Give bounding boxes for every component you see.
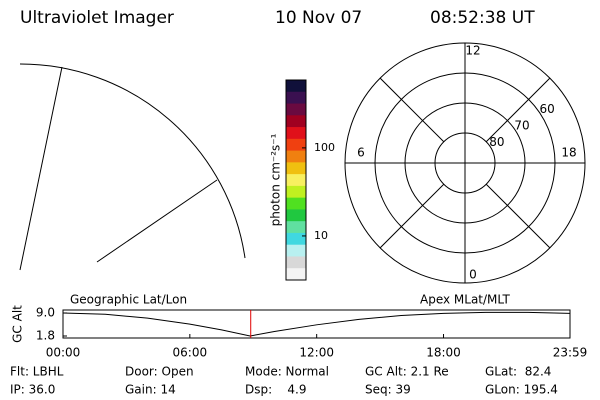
colorbar-cell: [286, 197, 306, 210]
lat-label: 80: [489, 135, 504, 149]
colorbar-cell: [286, 232, 306, 246]
x-tick-label: 18:00: [426, 346, 461, 360]
colorbar-cell: [286, 209, 306, 222]
image-grid-line: [96, 179, 218, 263]
mlt-label: 12: [465, 44, 480, 58]
colorbar-tick-label: 10: [314, 229, 328, 242]
mlt-label: 18: [561, 146, 576, 160]
status-field: Door: Open: [125, 365, 194, 379]
status-field: Seq: 39: [365, 383, 411, 397]
x-tick-label: 06:00: [173, 346, 208, 360]
mlt-label: 6: [357, 146, 365, 160]
colorbar-cell: [286, 185, 306, 199]
colorbar-cell: [286, 103, 306, 116]
x-tick-label: 23:59: [553, 346, 588, 360]
status-field: GC Alt: 2.1 Re: [365, 365, 449, 379]
diag-line: [379, 77, 445, 143]
lat-label: 60: [540, 102, 555, 116]
y-tick-label: 9.0: [36, 306, 55, 320]
colorbar-cell: [286, 162, 306, 175]
status-field: Dsp: 4.9: [245, 383, 307, 397]
colorbar-cell: [286, 127, 306, 140]
colorbar-tick-label: 100: [314, 141, 335, 154]
status-field: Flt: LBHL: [10, 365, 64, 379]
diag-line: [485, 77, 551, 143]
status-field: GLat: 82.4: [485, 365, 551, 379]
y-tick-label: 1.8: [36, 328, 55, 342]
colorbar-frame: [285, 79, 307, 281]
x-tick-label: 00:00: [46, 346, 81, 360]
status-field: Mode: Normal: [245, 365, 329, 379]
time: 08:52:38 UT: [430, 8, 535, 28]
mlt-label: 0: [469, 268, 477, 282]
note: Apex MLat/MLT: [420, 293, 510, 307]
image-grid-line: [19, 66, 63, 271]
colorbar-cell: [286, 91, 306, 105]
colorbar-cell: [286, 150, 306, 163]
colorbar-cell: [286, 174, 306, 187]
diag-line: [485, 183, 551, 249]
y-axis-label: GC Alt: [11, 305, 25, 343]
colorbar-cell: [286, 80, 306, 93]
status-field: Gain: 14: [125, 383, 176, 397]
title: Ultraviolet Imager: [20, 8, 174, 28]
colorbar-cell: [286, 244, 306, 257]
note: Geographic Lat/Lon: [70, 293, 187, 307]
status-field: GLon: 195.4: [485, 383, 558, 397]
date: 10 Nov 07: [275, 8, 362, 28]
altitude-line: [62, 311, 570, 337]
colorbar-cell: [286, 115, 306, 128]
image-edge: [19, 63, 246, 259]
colorbar-cell: [286, 138, 306, 152]
diag-line: [379, 183, 445, 249]
x-tick-label: 12:00: [299, 346, 334, 360]
plot-frame: [62, 309, 571, 339]
colorbar-cell: [286, 221, 306, 234]
colorbar-cell: [286, 268, 306, 281]
status-field: IP: 36.0: [10, 383, 55, 397]
colorbar-label: photon cm⁻²s⁻¹: [269, 133, 283, 226]
colorbar-cell: [286, 256, 306, 269]
lat-label: 70: [514, 118, 529, 132]
